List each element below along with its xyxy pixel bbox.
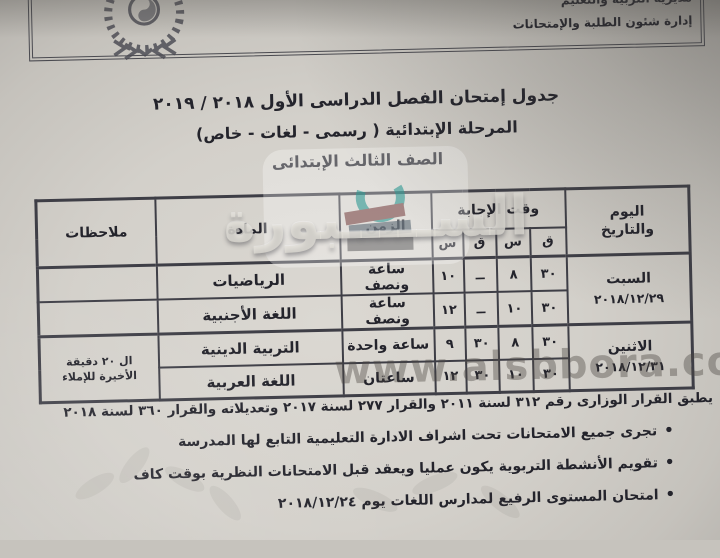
header-day-date: اليوم والتاريخ <box>564 186 691 256</box>
time-minutes-end: ــ <box>464 291 498 328</box>
time-minutes-start: ٣٠ <box>531 290 568 326</box>
watermark-books-logo-icon <box>344 173 414 252</box>
bullet-icon: • <box>663 420 674 440</box>
header-day-line2: والتاريخ <box>600 221 655 239</box>
time-minutes-end: ــ <box>463 257 498 293</box>
laurel-watermark-icon <box>75 447 241 521</box>
header-minutes-1: ق <box>529 226 567 257</box>
time-hours-end: ١٢ <box>434 360 467 394</box>
time-minutes-start: ٣٠ <box>532 357 570 392</box>
laurel-watermark-icon <box>353 471 520 519</box>
department-name: إدارة شئون الطلبة والإمتحانات <box>512 13 693 32</box>
note-cell-empty <box>37 265 158 303</box>
bullet-icon: • <box>664 452 675 472</box>
scanned-paper-background: مديرية التربية والتعليم إدارة شئون الطلب… <box>0 0 720 540</box>
note-cell-empty <box>38 299 158 337</box>
note-cell-dictation: ال ٢٠ دقيقة الأخيرة للإملاء <box>38 334 160 403</box>
time-minutes-end: ٣٠ <box>464 326 499 361</box>
letterhead-box: مديرية التربية والتعليم إدارة شئون الطلب… <box>27 0 706 62</box>
duration-cell: ساعة ونصف <box>341 293 434 330</box>
subject-cell: التربية الدينية <box>157 329 343 368</box>
time-minutes-start: ٣٠ <box>531 324 569 359</box>
day-cell-monday: الاثنين ٢٠١٨/١٢/٣١ <box>567 321 694 391</box>
day-cell-saturday: السبت ٢٠١٨/١٢/٢٩ <box>566 253 692 325</box>
note-line2: الأخيرة للإملاء <box>62 368 138 384</box>
time-hours-start: ٨ <box>497 325 533 360</box>
duration-cell: ساعتان <box>342 360 436 396</box>
time-minutes-start: ٣٠ <box>530 255 568 292</box>
day-date: ٢٠١٨/١٢/٢٩ <box>593 290 665 307</box>
stage-subtitle: المرحلة الإبتدائية ( رسمى - لغات - خاص) <box>195 117 518 144</box>
time-hours-start: ١٠ <box>498 358 534 393</box>
ministry-eagle-emblem-icon <box>104 0 185 61</box>
time-hours-end: ١٢ <box>433 292 465 328</box>
time-minutes-end: ٣٠ <box>465 359 500 394</box>
day-date: ٢٠١٨/١٢/٣١ <box>595 357 666 375</box>
letterhead-text: مديرية التربية والتعليم إدارة شئون الطلب… <box>512 0 693 32</box>
subject-cell: اللغة الأجنبية <box>157 295 342 335</box>
time-hours-end: ٩ <box>433 327 466 361</box>
bullet-icon: • <box>665 484 676 504</box>
time-hours-start: ٨ <box>496 256 532 292</box>
subject-cell: اللغة العربية <box>158 362 344 401</box>
directorate-name: مديرية التربية والتعليم <box>512 0 692 8</box>
duration-cell: ساعة واحدة <box>341 327 435 363</box>
schedule-title: جدول إمتحان الفصل الدراسى الأول ٢٠١٨ / ٢… <box>152 85 560 115</box>
time-hours-start: ١٠ <box>497 291 532 327</box>
header-notes: ملاحظات <box>35 198 157 268</box>
header-hours-1: س <box>495 227 531 258</box>
